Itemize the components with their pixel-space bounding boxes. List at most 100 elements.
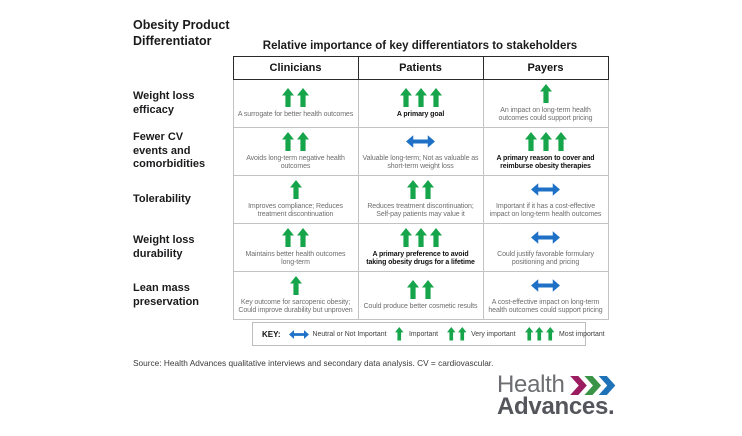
neutral-arrow-icon [288,329,309,339]
cell-note: A primary goal [396,110,445,118]
up-arrow-icon [297,88,309,108]
up-arrow-icon [282,132,294,151]
cell-weight-loss-durability-patients: A primary preference to avoid taking obe… [357,223,484,272]
logo-advances-text: Advances. [497,393,615,420]
key-item-label: Very important [471,330,516,338]
cell-note: A surrogate for better health outcomes [237,110,354,118]
up-arrow-icon [524,327,533,341]
importance-table: Clinicians Patients Payers Weight loss e… [131,56,609,320]
up-arrow-icon [414,228,427,247]
page-title-line1: Obesity Product [133,18,230,32]
header-row: Clinicians Patients Payers [131,56,609,80]
up-arrow-icon [524,132,537,151]
importance-arrows [394,327,405,341]
cell-note: A primary preference to avoid taking obe… [366,250,475,267]
importance-arrows [488,276,604,296]
logo-top-line: Health [497,371,616,399]
logo-health-text: Health [497,371,565,398]
cell-note: Reduces treatment discontinuation; Self-… [367,202,474,219]
neutral-arrow-icon [531,279,560,292]
up-arrow-icon [399,88,412,108]
legend-key: KEY: Neutral or Not Important Important … [252,322,605,346]
cell-fewer-cv-events-clinicians: Avoids long-term negative health outcome… [232,127,359,176]
column-header-clinicians: Clinicians [232,56,359,80]
importance-arrows [363,88,479,108]
cell-lean-mass-preservation-payers: A cost-effective impact on long-term hea… [482,271,609,320]
up-arrow-icon [539,132,552,151]
row-label-fewer-cv-events: Fewer CV events and comorbidities [133,131,206,171]
header-spacer [131,57,233,80]
cell-note: Could justify favorable formulary positi… [497,250,594,267]
key-label: KEY: [262,329,281,339]
cell-tolerability-patients: Reduces treatment discontinuation; Self-… [357,175,484,224]
key-item-most-important: Most important [524,327,605,341]
cell-tolerability-clinicians: Improves compliance; Reduces treatment d… [232,175,359,224]
chevrons-icon [569,375,616,395]
health-advances-logo: Health Advances. [497,371,616,421]
importance-arrows [238,180,354,200]
row-label-weight-loss-efficacy: Weight loss efficacy [133,90,195,116]
up-arrow-icon [297,132,309,151]
key-item-important: Important [394,327,438,341]
up-arrow-icon [282,88,294,108]
cell-note: An impact on long-term health outcomes c… [498,106,593,123]
up-arrow-icon [395,327,404,341]
up-arrow-icon [422,280,434,300]
cell-note: Important if it has a cost-effective imp… [489,202,602,219]
up-arrow-icon [539,84,552,103]
row-label-tolerability: Tolerability [133,192,191,205]
key-item-label: Neutral or Not Important [312,330,387,338]
importance-arrows [524,327,556,341]
cell-note: Key outcome for sarcopenic obesity; Coul… [238,298,353,315]
cell-weight-loss-efficacy-clinicians: A surrogate for better health outcomes [232,79,359,128]
up-arrow-icon [414,88,427,108]
key-item-very-important: Very important [446,327,516,341]
up-arrow-icon [545,327,554,341]
cell-note: Could produce better cosmetic results [363,302,478,310]
cell-lean-mass-preservation-clinicians: Key outcome for sarcopenic obesity; Coul… [232,271,359,320]
up-arrow-icon [407,280,419,300]
cell-weight-loss-durability-clinicians: Maintains better health outcomes long-te… [232,223,359,272]
up-arrow-icon [289,276,302,295]
row-label-lean-mass-preservation: Lean mass preservation [133,282,200,308]
table-title: Relative importance of key differentiato… [262,40,578,52]
importance-arrows [363,228,479,248]
cell-note: A primary reason to cover and reimburse … [496,154,595,171]
cell-weight-loss-durability-payers: Could justify favorable formulary positi… [482,223,609,272]
importance-arrows [238,88,354,108]
table-row: Tolerability Improves compliance; Reduce… [131,175,609,224]
importance-arrows [238,132,354,152]
neutral-arrow-icon [531,231,560,244]
up-arrow-icon [282,228,294,247]
column-header-patients: Patients [357,56,484,80]
up-arrow-icon [447,327,456,341]
source-note: Source: Health Advances qualitative inte… [133,358,494,368]
up-arrow-icon [422,180,434,199]
key-item-label: Important [408,330,439,338]
cell-weight-loss-efficacy-payers: An impact on long-term health outcomes c… [482,79,609,128]
up-arrow-icon [457,327,467,341]
page-title: Obesity Product Differentiator [133,18,230,49]
importance-arrows [363,180,479,200]
up-arrow-icon [399,228,412,247]
cell-note: Avoids long-term negative health outcome… [246,154,345,171]
up-arrow-icon [535,327,544,341]
importance-arrows [488,84,604,104]
cell-weight-loss-efficacy-patients: A primary goal [357,79,484,128]
importance-arrows [288,329,309,339]
importance-arrows [446,327,467,341]
cell-fewer-cv-events-payers: A primary reason to cover and reimburse … [482,127,609,176]
importance-arrows [363,280,479,300]
cell-lean-mass-preservation-patients: Could produce better cosmetic results [357,271,484,320]
importance-arrows [488,228,604,248]
up-arrow-icon [407,180,419,199]
up-arrow-icon [554,132,567,151]
table-row: Weight loss durability Maintains better … [131,223,609,272]
importance-arrows [238,276,354,296]
cell-tolerability-payers: Important if it has a cost-effective imp… [482,175,609,224]
up-arrow-icon [289,180,302,199]
up-arrow-icon [429,228,442,247]
key-item-neutral: Neutral or Not Important [288,329,387,339]
chevrons-icon [569,375,615,395]
